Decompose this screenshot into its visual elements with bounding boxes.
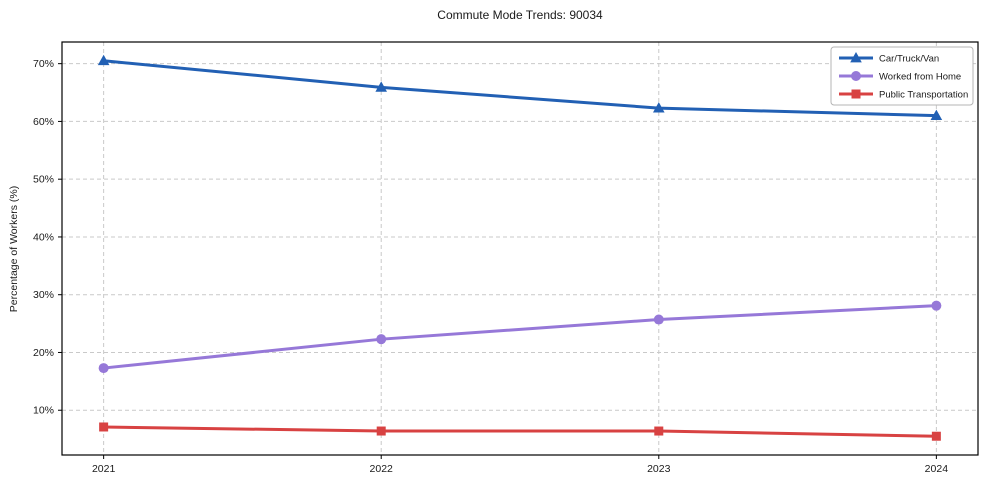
- data-point-public-transportation: [654, 426, 664, 436]
- x-tick-label: 2021: [92, 463, 116, 475]
- legend-label: Public Transportation: [879, 90, 968, 101]
- y-tick-label: 40%: [33, 231, 54, 243]
- y-tick-label: 70%: [33, 58, 54, 70]
- y-tick-label: 60%: [33, 116, 54, 128]
- y-tick-label: 20%: [33, 347, 54, 359]
- y-tick-label: 10%: [33, 405, 54, 417]
- legend-box: [830, 46, 974, 106]
- data-point-car-truck-van: [930, 109, 943, 121]
- data-point-public-transportation: [99, 422, 109, 432]
- axes-box: [61, 41, 979, 456]
- data-point-worked-from-home: [931, 300, 942, 311]
- legend-marker-car-truck-van: [850, 52, 862, 63]
- data-point-worked-from-home: [376, 334, 387, 345]
- data-point-worked-from-home: [653, 314, 664, 325]
- legend-marker-public-transportation: [851, 89, 861, 99]
- data-point-car-truck-van: [97, 54, 110, 66]
- data-point-public-transportation: [931, 431, 941, 441]
- y-tick-label: 50%: [33, 174, 54, 186]
- series-line-worked-from-home: [103, 304, 937, 370]
- series-car-truck-van: [97, 54, 943, 121]
- series-worked-from-home: [98, 300, 942, 374]
- x-tick-label: 2024: [925, 463, 949, 475]
- legend-label: Worked from Home: [879, 72, 961, 83]
- series-line-public-transportation: [103, 425, 937, 438]
- data-point-worked-from-home: [98, 363, 109, 374]
- legend-label: Car/Truck/Van: [879, 54, 939, 65]
- series-public-transportation: [99, 422, 941, 441]
- x-tick-label: 2022: [370, 463, 394, 475]
- legend-item-car-truck-van: Car/Truck/Van: [839, 52, 939, 65]
- chart-title: Commute Mode Trends: 90034: [437, 8, 603, 22]
- legend-item-public-transportation: Public Transportation: [839, 89, 968, 101]
- data-point-car-truck-van: [652, 102, 665, 113]
- series-line-car-truck-van: [103, 59, 937, 118]
- x-tick-label: 2023: [647, 463, 671, 475]
- data-point-public-transportation: [376, 426, 386, 436]
- y-tick-label: 30%: [33, 289, 54, 301]
- legend-marker-worked-from-home: [851, 71, 861, 81]
- legend-item-worked-from-home: Worked from Home: [839, 71, 961, 83]
- data-point-car-truck-van: [375, 81, 388, 92]
- legend: Car/Truck/Van Worked from Home Public Tran…: [830, 46, 974, 106]
